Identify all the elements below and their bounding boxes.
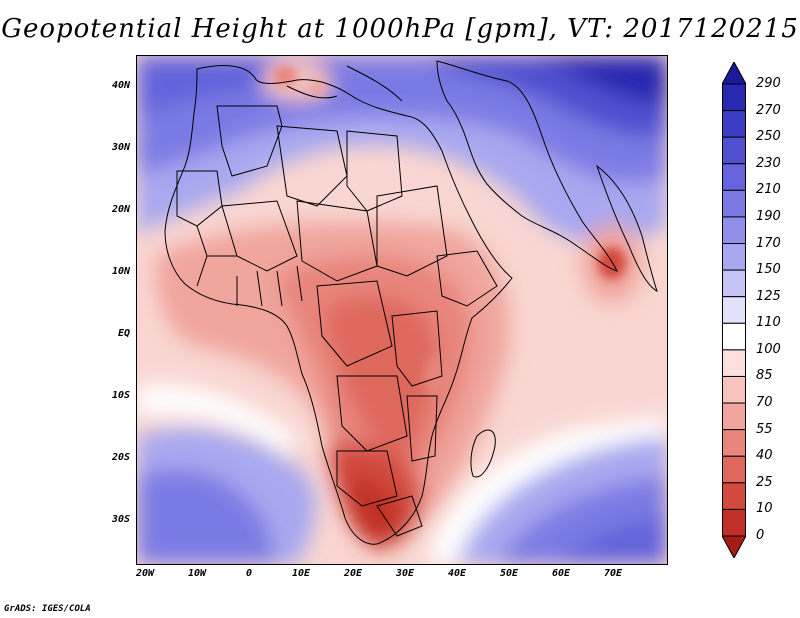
- lat-label-30n: 30N: [111, 142, 130, 153]
- colorbar-label: 10: [756, 501, 773, 517]
- colorbar-label: 270: [756, 102, 781, 118]
- colorbar-label: 70: [756, 395, 773, 411]
- colorbar-label: 230: [756, 155, 781, 171]
- colorbar-segment: [722, 349, 746, 377]
- colorbar-label: 110: [756, 315, 781, 331]
- colorbar-segment: [722, 508, 746, 537]
- lat-label-10s: 10S: [111, 390, 130, 401]
- colorbar-label: 190: [756, 208, 781, 224]
- colorbar-segment: [722, 375, 746, 404]
- colorbar-segment: [722, 296, 746, 324]
- colorbar-label: 290: [756, 76, 781, 91]
- colorbar-label: 40: [756, 448, 773, 464]
- colorbar-label: 150: [756, 262, 781, 278]
- colorbar-label: 0: [756, 528, 765, 543]
- lon-label-20e: 20E: [343, 568, 363, 579]
- colorbar-label: 125: [756, 288, 781, 304]
- colorbar-segment: [722, 402, 746, 431]
- colorbar-top-triangle: [722, 62, 746, 85]
- lon-label-20w: 20W: [135, 568, 155, 579]
- colorbar-segment: [722, 216, 746, 245]
- lat-label-30s: 30S: [111, 514, 130, 525]
- colorbar-segment: [722, 455, 746, 484]
- colorbar-label: 170: [756, 235, 781, 251]
- colorbar-segment: [722, 136, 746, 165]
- colorbar-label: 85: [756, 368, 773, 384]
- lat-label-eq: EQ: [117, 328, 130, 339]
- colorbar-segment: [722, 189, 746, 218]
- coastlines: [164, 60, 658, 545]
- colorbar-label: 210: [756, 182, 781, 198]
- credit-text: GrADS: IGES/COLA: [4, 604, 91, 614]
- colorbar-bottom-triangle: [722, 535, 746, 558]
- lat-label-20s: 20S: [111, 452, 130, 463]
- map-title: Geopotential Height at 1000hPa [gpm], VT…: [1, 14, 799, 44]
- colorbar-segment: [722, 243, 746, 271]
- colorbar-segment: [722, 429, 746, 457]
- lon-label-30e: 30E: [395, 568, 415, 579]
- lon-label-50e: 50E: [499, 568, 519, 579]
- map-field: [137, 56, 667, 564]
- lon-label-10w: 10W: [187, 568, 207, 579]
- colorbar-label: 250: [756, 129, 781, 145]
- lon-label-40e: 40E: [447, 568, 467, 579]
- lon-label-10e: 10E: [291, 568, 311, 579]
- colorbar-segment: [722, 322, 746, 351]
- lat-label-40n: 40N: [111, 80, 130, 91]
- colorbar-segment: [722, 110, 746, 138]
- lon-label-0: 0: [245, 568, 253, 579]
- colorbar-label: 100: [756, 341, 781, 357]
- colorbar-label: 25: [756, 474, 773, 490]
- colorbar-segment: [722, 482, 746, 510]
- lon-label-70e: 70E: [603, 568, 623, 579]
- colorbar: [722, 62, 746, 558]
- lat-label-20n: 20N: [111, 204, 130, 215]
- colorbar-label: 55: [756, 421, 773, 437]
- geopotential-map: [136, 55, 668, 565]
- lon-label-60e: 60E: [551, 568, 571, 579]
- colorbar-segment: [722, 163, 746, 191]
- lat-label-10n: 10N: [111, 266, 130, 277]
- colorbar-segment: [722, 83, 746, 112]
- colorbar-segment: [722, 269, 746, 298]
